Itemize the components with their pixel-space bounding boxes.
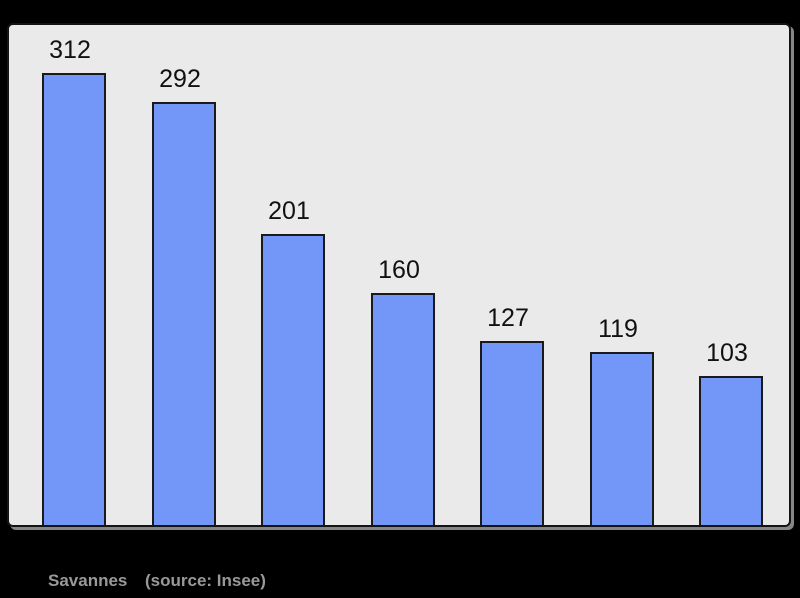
bar (699, 376, 763, 525)
bar (480, 341, 544, 525)
chart-caption: Savannes (source: Insee) (0, 571, 800, 593)
caption-source-note: (source: Insee) (145, 571, 266, 590)
bar-series: 312 292 201 160 127 119 103 (9, 25, 789, 525)
bar-value-label: 292 (159, 65, 201, 93)
bar-value-label: 312 (49, 36, 91, 64)
bar (371, 293, 435, 525)
caption-label: Savannes (48, 571, 128, 590)
bar (261, 234, 325, 525)
bar-value-label: 127 (487, 304, 529, 332)
bar (42, 73, 106, 525)
bar-value-label: 201 (268, 197, 310, 225)
bar (152, 102, 216, 525)
plot-area: 312 292 201 160 127 119 103 (7, 23, 791, 527)
bar-value-label: 119 (598, 315, 638, 343)
bar (590, 352, 654, 525)
bar-value-label: 103 (706, 339, 748, 367)
bar-value-label: 160 (378, 256, 420, 284)
